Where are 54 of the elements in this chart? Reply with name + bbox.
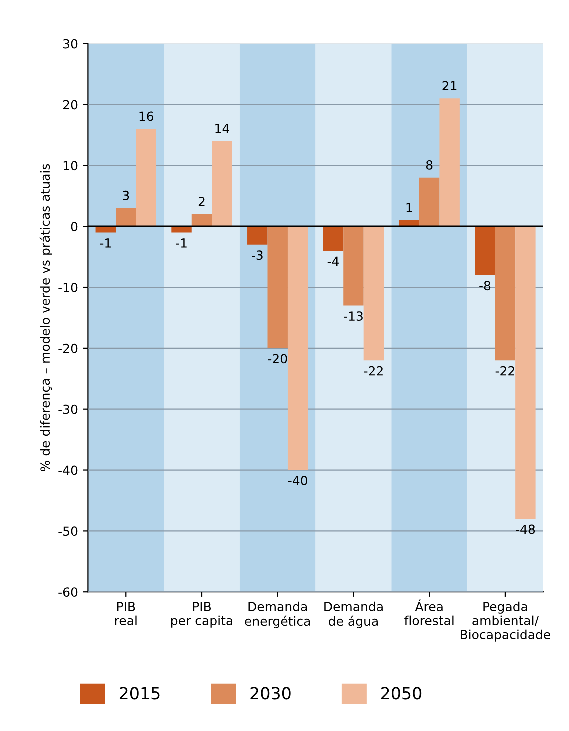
y-tick-label: 20 [63, 100, 78, 110]
data-label: -3 [252, 250, 263, 260]
bar [268, 226, 288, 348]
x-tick-label: Área florestal [404, 600, 454, 626]
y-tick-label: 30 [64, 39, 78, 49]
bar [516, 226, 536, 520]
bar [192, 214, 212, 227]
data-label: -40 [288, 476, 308, 486]
bar [288, 226, 308, 470]
y-tick-label: -60 [58, 588, 78, 598]
legend-label: 2015 [120, 687, 160, 700]
y-tick-label: 0 [71, 222, 78, 232]
y-tick-label: -40 [58, 466, 78, 476]
bar [212, 141, 232, 227]
x-tick-label: PIB real [115, 602, 137, 626]
y-tick-label: -20 [58, 344, 78, 354]
x-tick-label: Demanda energética [245, 602, 310, 629]
bar [364, 226, 384, 361]
data-label: 1 [406, 203, 412, 212]
bar [495, 226, 516, 361]
data-label: -22 [496, 366, 514, 376]
x-tick-label: Pegada ambiental/ Biocapacidade [460, 602, 550, 642]
data-label: -8 [480, 281, 491, 291]
legend-label: 2050 [381, 687, 422, 700]
data-label: 8 [426, 160, 433, 170]
bar [116, 208, 136, 227]
y-axis-title: % de diferença – modelo verde vs práticas atuais [40, 164, 52, 472]
bar [136, 129, 156, 227]
bar [399, 220, 420, 227]
y-tick-label: -30 [58, 404, 78, 414]
data-label: 16 [140, 112, 154, 122]
data-label: -1 [176, 238, 187, 248]
data-label: -20 [268, 354, 288, 364]
bar [475, 226, 496, 276]
legend-label: 2030 [250, 687, 291, 700]
bar [323, 226, 344, 251]
data-label: -48 [516, 524, 536, 534]
data-label: 21 [442, 81, 457, 91]
bar [440, 98, 460, 227]
data-label: 3 [123, 190, 130, 200]
x-tick-label: Demanda de água [324, 602, 383, 629]
data-label: -1 [100, 238, 111, 248]
y-tick-label: -10 [58, 283, 78, 292]
bar [344, 226, 364, 306]
y-tick-label: -50 [58, 526, 78, 536]
x-tick-label: PIB per capita [172, 602, 232, 628]
bar [419, 178, 440, 227]
bar [248, 226, 268, 245]
y-tick-label: 10 [64, 161, 78, 171]
data-label: -13 [344, 312, 363, 322]
data-label: -4 [328, 256, 340, 266]
data-label: 14 [216, 124, 230, 134]
data-label: -22 [364, 366, 383, 376]
data-label: 2 [198, 196, 205, 206]
